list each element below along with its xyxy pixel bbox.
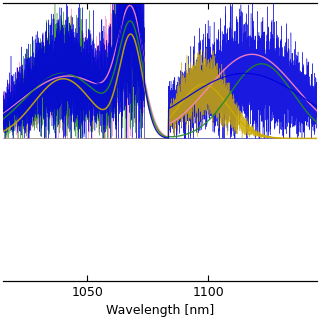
X-axis label: Wavelength [nm]: Wavelength [nm]: [106, 304, 214, 317]
